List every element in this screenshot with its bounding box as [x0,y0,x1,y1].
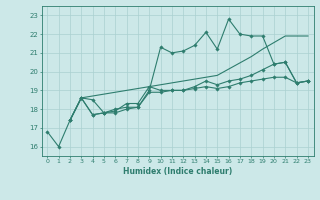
X-axis label: Humidex (Indice chaleur): Humidex (Indice chaleur) [123,167,232,176]
